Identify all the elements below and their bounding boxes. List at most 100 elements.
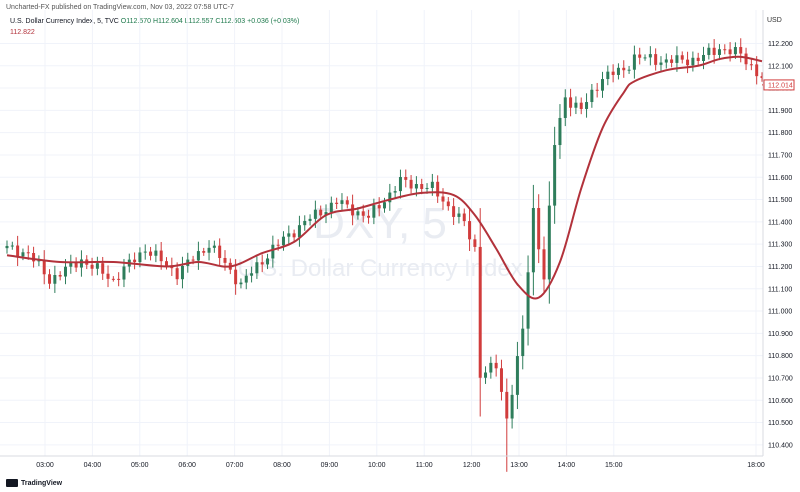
- symbol-legend[interactable]: U.S. Dollar Currency Index, 5, TVC O112.…: [10, 18, 299, 25]
- candle[interactable]: [53, 265, 57, 293]
- candle[interactable]: [223, 250, 227, 271]
- candle[interactable]: [255, 256, 259, 279]
- candle[interactable]: [484, 366, 488, 384]
- candle[interactable]: [42, 250, 46, 285]
- candle[interactable]: [436, 175, 440, 203]
- candle[interactable]: [372, 198, 376, 225]
- candle[interactable]: [149, 246, 153, 261]
- candle[interactable]: [499, 359, 503, 401]
- candle[interactable]: [478, 208, 482, 417]
- candle[interactable]: [600, 71, 604, 98]
- candle[interactable]: [643, 54, 647, 61]
- candle[interactable]: [271, 235, 275, 268]
- candle[interactable]: [69, 254, 73, 274]
- tradingview-footer[interactable]: TradingView: [6, 479, 62, 487]
- candle[interactable]: [553, 126, 557, 224]
- candle[interactable]: [32, 246, 36, 268]
- candle[interactable]: [420, 178, 424, 195]
- candle[interactable]: [250, 266, 254, 283]
- candle[interactable]: [398, 169, 402, 199]
- candle[interactable]: [622, 60, 626, 78]
- candle[interactable]: [218, 238, 222, 266]
- candle[interactable]: [702, 46, 706, 70]
- candle[interactable]: [260, 254, 264, 273]
- ma-legend-value[interactable]: 112.822: [10, 29, 35, 36]
- candle[interactable]: [10, 241, 14, 250]
- candle[interactable]: [473, 234, 477, 252]
- candle[interactable]: [749, 58, 753, 71]
- candle[interactable]: [510, 384, 514, 429]
- candle[interactable]: [760, 72, 764, 82]
- candle[interactable]: [707, 43, 711, 60]
- candle[interactable]: [526, 255, 530, 346]
- candle[interactable]: [590, 83, 594, 108]
- candle[interactable]: [409, 175, 413, 194]
- candle[interactable]: [367, 209, 371, 224]
- candle[interactable]: [95, 256, 99, 276]
- moving-average-line[interactable]: [6, 55, 763, 300]
- candle[interactable]: [48, 269, 52, 289]
- candle[interactable]: [404, 169, 408, 188]
- candle[interactable]: [632, 45, 636, 79]
- candle[interactable]: [446, 197, 450, 211]
- candle[interactable]: [595, 82, 599, 98]
- candle[interactable]: [558, 104, 562, 159]
- candle[interactable]: [664, 53, 668, 69]
- candle[interactable]: [335, 197, 339, 209]
- candle[interactable]: [686, 51, 690, 74]
- candle[interactable]: [196, 241, 200, 270]
- candle[interactable]: [521, 315, 525, 370]
- candle[interactable]: [340, 193, 344, 212]
- candle[interactable]: [266, 253, 270, 270]
- candle[interactable]: [297, 215, 301, 247]
- candle[interactable]: [680, 51, 684, 64]
- candle[interactable]: [308, 214, 312, 226]
- candle[interactable]: [457, 207, 461, 224]
- candle[interactable]: [111, 276, 115, 282]
- candle[interactable]: [292, 229, 296, 242]
- candle[interactable]: [345, 196, 349, 209]
- candle[interactable]: [393, 186, 397, 198]
- candle[interactable]: [659, 56, 663, 72]
- candle[interactable]: [287, 225, 291, 245]
- candle[interactable]: [74, 257, 78, 273]
- candle[interactable]: [319, 205, 323, 220]
- candle[interactable]: [606, 65, 610, 86]
- candle[interactable]: [133, 252, 137, 270]
- candle[interactable]: [531, 184, 535, 296]
- candle[interactable]: [468, 209, 472, 252]
- candle[interactable]: [329, 196, 333, 219]
- candle[interactable]: [106, 265, 110, 288]
- candle[interactable]: [515, 341, 519, 410]
- candle[interactable]: [542, 236, 546, 293]
- candle[interactable]: [648, 46, 652, 66]
- candle[interactable]: [744, 47, 748, 71]
- candle[interactable]: [670, 55, 674, 68]
- candle[interactable]: [563, 89, 567, 127]
- time-axis[interactable]: 03:00 04:00 05:00 06:00 07:00 08:00 09:00 10:00…: [36, 462, 765, 469]
- candle[interactable]: [452, 198, 456, 226]
- candle[interactable]: [244, 269, 248, 290]
- candle[interactable]: [696, 52, 700, 66]
- candle[interactable]: [63, 259, 67, 285]
- candle[interactable]: [79, 250, 83, 277]
- candle[interactable]: [303, 215, 307, 231]
- candle[interactable]: [654, 48, 658, 71]
- candle[interactable]: [377, 197, 381, 217]
- candle[interactable]: [101, 256, 105, 280]
- candle[interactable]: [537, 194, 541, 264]
- candle[interactable]: [569, 88, 573, 117]
- candle[interactable]: [441, 188, 445, 210]
- candle[interactable]: [180, 256, 184, 289]
- candle[interactable]: [616, 63, 620, 80]
- candle[interactable]: [585, 93, 589, 118]
- candle[interactable]: [212, 240, 216, 253]
- candle[interactable]: [207, 240, 211, 261]
- candle[interactable]: [717, 44, 721, 61]
- candle[interactable]: [638, 47, 642, 65]
- candle[interactable]: [505, 378, 509, 472]
- candle[interactable]: [117, 272, 121, 287]
- candle[interactable]: [159, 241, 163, 270]
- candle[interactable]: [494, 354, 498, 377]
